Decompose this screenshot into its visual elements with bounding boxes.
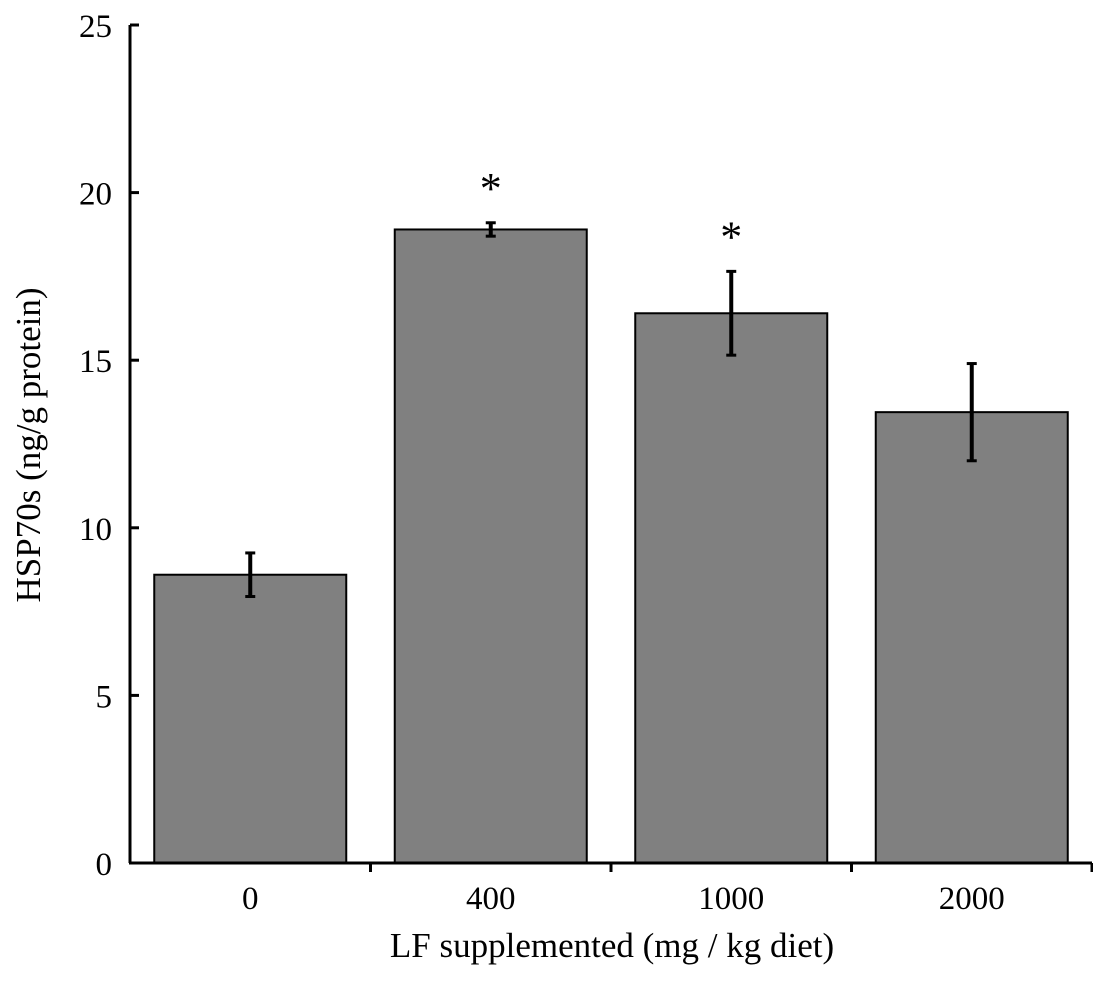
x-tick-label: 1000 xyxy=(698,881,764,917)
y-tick-label: 5 xyxy=(96,679,113,715)
significance-marker: * xyxy=(480,164,502,213)
x-tick-label: 0 xyxy=(242,881,259,917)
y-tick-label: 0 xyxy=(96,847,113,883)
y-tick-label: 10 xyxy=(79,512,112,548)
labels-layer: 0 5 10 15 20 25 0 400 * 1000 * 2000 xyxy=(79,9,1005,917)
y-tick-label: 20 xyxy=(79,177,112,213)
bar xyxy=(874,411,1069,864)
bar xyxy=(153,573,348,865)
bars-layer xyxy=(153,228,1069,865)
y-tick-label: 25 xyxy=(79,9,112,45)
error-bars-layer xyxy=(245,221,977,599)
significance-marker: * xyxy=(720,212,742,261)
x-tick-label: 2000 xyxy=(939,881,1005,917)
bar xyxy=(393,228,588,865)
ticks-layer xyxy=(130,23,1093,872)
y-tick-label: 15 xyxy=(79,344,112,380)
x-tick-label: 400 xyxy=(466,881,516,917)
x-axis-title: LF supplemented (mg / kg diet) xyxy=(390,926,834,965)
y-axis-title: HSP70s (ng/g protein) xyxy=(9,288,48,603)
bar xyxy=(634,312,829,865)
